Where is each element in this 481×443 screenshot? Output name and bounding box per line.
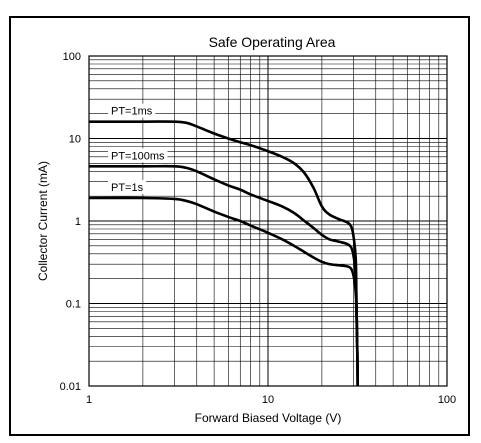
series-label-1: PT=1ms [111, 106, 153, 118]
y-tick-label: 10 [69, 134, 81, 146]
x-axis-label: Forward Biased Voltage (V) [195, 411, 342, 425]
series-line-3 [88, 196, 359, 387]
x-tick-label: 1 [86, 394, 92, 406]
chart-title: Safe Operating Area [209, 34, 336, 50]
series-label-2: PT=100ms [111, 150, 165, 162]
x-tick-label: 10 [262, 394, 274, 406]
series-lines [88, 120, 359, 387]
y-tick-label: 0.01 [60, 381, 81, 393]
plot-border [88, 55, 448, 387]
series-labels: PT=1ms PT=100ms PT=1s [108, 103, 168, 195]
x-tick-label: 100 [438, 394, 456, 406]
series-label-background [108, 148, 168, 163]
chart: Safe Operating Area 1 10 1000.010.1110100 … [36, 34, 457, 425]
y-tick-label: 1 [75, 216, 81, 228]
chart-frame: Safe Operating Area 1 10 100 0.01 0.1 1 10 100 … [9, 16, 470, 436]
grid [88, 56, 447, 387]
series-label-background [108, 103, 156, 118]
y-tick-label: 100 [63, 51, 81, 63]
series-label-background [108, 180, 147, 195]
y-tick-label: 0.1 [66, 299, 81, 311]
tick-labels: 1 10 100 0.01 0.1 1 10 100 [60, 51, 457, 406]
y-axis-label: Collector Current (mA) [36, 161, 50, 281]
series-label-3: PT=1s [111, 182, 144, 194]
